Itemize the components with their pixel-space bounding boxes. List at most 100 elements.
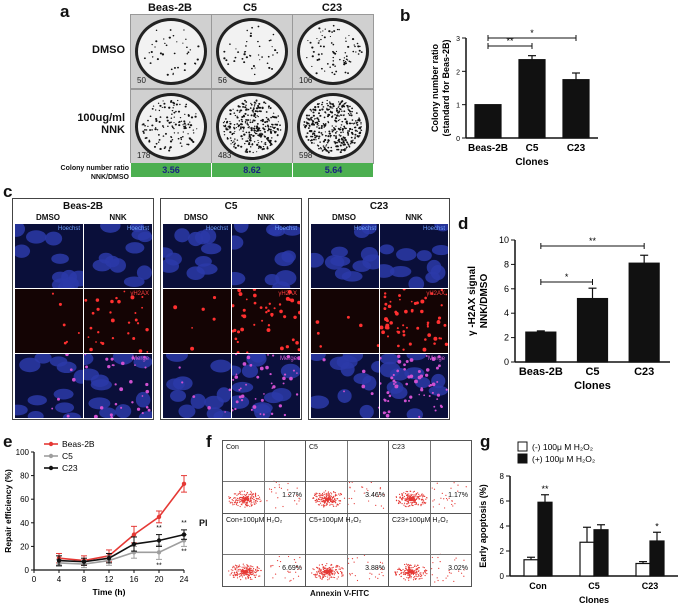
event-dot	[424, 569, 427, 571]
event-dot	[408, 573, 411, 576]
foci-dot	[181, 381, 184, 384]
colony-dot	[328, 132, 331, 135]
event-dot	[424, 574, 426, 577]
colony-dot	[351, 128, 354, 131]
event-dot	[446, 499, 449, 501]
event-dot	[243, 499, 245, 501]
event-dot	[239, 505, 241, 508]
colony-dot	[343, 103, 346, 105]
foci-dot	[429, 383, 433, 387]
foci-dot	[84, 298, 88, 302]
colony-dot	[307, 138, 310, 141]
event-dot	[270, 565, 272, 567]
colony-dot	[245, 101, 248, 103]
event-dot	[337, 572, 340, 575]
event-dot	[248, 565, 250, 567]
event-dot	[314, 493, 316, 495]
colony-dot	[267, 105, 271, 108]
event-dot	[423, 495, 425, 498]
y-axis-label: Colony number ratio	[430, 44, 440, 133]
event-dot	[288, 571, 290, 573]
colony-dot	[244, 120, 247, 123]
event-dot	[241, 571, 243, 573]
colony-dot	[246, 140, 249, 143]
colony-dot	[308, 124, 311, 127]
event-dot	[438, 567, 440, 569]
colony-dot	[169, 146, 172, 149]
event-dot	[238, 564, 240, 566]
colony-dot	[353, 126, 356, 129]
nucleus	[109, 258, 126, 273]
event-dot	[257, 569, 260, 572]
colony-dot	[306, 121, 308, 123]
event-dot	[439, 561, 441, 563]
event-dot	[337, 565, 339, 567]
event-dot	[275, 481, 277, 484]
foci-dot	[265, 311, 268, 314]
event-dot	[455, 557, 457, 559]
event-dot	[322, 575, 324, 577]
colony-dot	[314, 106, 317, 109]
colony-dot	[270, 126, 272, 128]
colony-dot	[241, 138, 244, 140]
colony-dot	[313, 132, 316, 135]
event-dot	[321, 563, 323, 566]
colony-dot	[342, 59, 345, 62]
colony-dot	[359, 45, 361, 48]
foci-dot	[237, 330, 241, 334]
event-dot	[247, 576, 250, 578]
nucleus	[84, 354, 94, 366]
foci-dot	[443, 323, 447, 327]
colony-dot	[338, 105, 340, 107]
event-dot	[325, 567, 327, 569]
event-dot	[414, 500, 416, 502]
colony-dot	[343, 114, 345, 116]
event-dot	[412, 501, 414, 503]
colony-dot	[279, 129, 282, 131]
data-point	[156, 550, 162, 555]
microscopy-panel: Beas-2B DMSO NNK Hoechst Hoechst γH2AX Merge C5…	[12, 198, 450, 420]
event-dot	[339, 499, 341, 502]
event-dot	[321, 495, 323, 497]
colony-dot	[272, 33, 275, 36]
colony-dot	[318, 58, 321, 61]
colony-dot	[314, 136, 317, 139]
nucleus	[280, 363, 300, 379]
gate-line	[306, 480, 388, 482]
colony-dot	[182, 42, 184, 44]
foci-dot	[269, 372, 272, 376]
colony-dot	[150, 50, 153, 53]
event-dot	[287, 482, 289, 485]
nucleus	[353, 373, 372, 385]
colony-dot	[194, 115, 197, 118]
colony-dot	[328, 30, 331, 33]
event-dot	[445, 497, 448, 500]
legend-label: Beas-2B	[62, 439, 95, 449]
event-dot	[242, 496, 244, 499]
foci-dot	[405, 359, 409, 363]
facs-sample-label: Con+100μM H₂O₂	[226, 517, 283, 524]
event-dot	[420, 495, 422, 497]
x-tick-label: 12	[105, 575, 114, 584]
foci-dot	[141, 306, 144, 309]
event-dot	[322, 566, 324, 568]
colony-dot	[153, 145, 157, 148]
event-dot	[247, 566, 249, 568]
foci-dot	[232, 378, 235, 381]
event-dot	[418, 493, 420, 495]
colony-dot	[187, 114, 190, 117]
foci-dot	[65, 354, 69, 357]
event-dot	[458, 570, 460, 572]
colony-dot	[330, 149, 333, 152]
event-dot	[316, 573, 319, 575]
colony-dot	[272, 54, 274, 56]
event-dot	[230, 572, 232, 575]
colony-dot	[240, 145, 243, 148]
event-dot	[328, 496, 330, 498]
subcolumn-label: NNK	[257, 213, 275, 222]
y-axis-label: NNK/DMSO	[479, 274, 490, 329]
event-dot	[337, 504, 339, 506]
foci-dot	[377, 406, 379, 409]
colony-dot	[349, 61, 351, 63]
event-dot	[241, 566, 243, 568]
